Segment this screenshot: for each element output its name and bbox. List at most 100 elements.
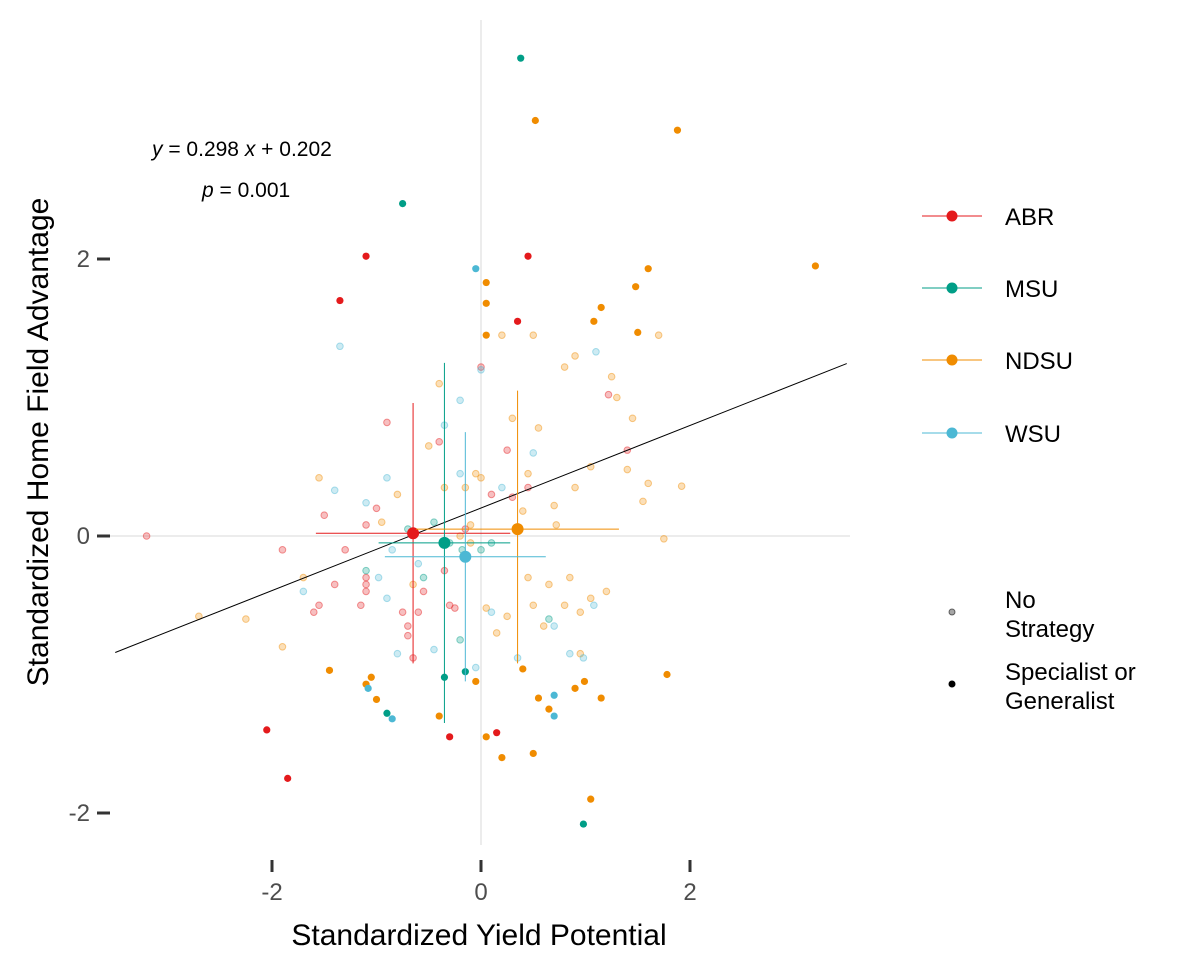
data-point-wsu-no-strategy <box>590 601 598 610</box>
eq-part1: = 0.298 <box>163 138 245 161</box>
data-point-msu-no-strategy <box>477 546 485 554</box>
strong-points <box>263 54 820 828</box>
data-point-ndsu-strategy <box>545 705 553 713</box>
legend-alpha-label-line1: Specialist or <box>1005 659 1136 686</box>
data-point-ndsu-no-strategy <box>639 497 647 506</box>
data-point-wsu-strategy <box>364 684 372 692</box>
reference-lines <box>110 20 850 845</box>
data-point-ndsu-no-strategy <box>644 479 653 488</box>
data-point-ndsu-strategy <box>435 712 443 720</box>
summary-point-abr <box>407 527 420 540</box>
summary-point-wsu <box>459 550 472 563</box>
axes: -2 0 2 -2 0 2 <box>69 246 697 906</box>
data-point-abr-no-strategy <box>330 580 339 589</box>
data-point-abr-no-strategy <box>278 546 287 554</box>
data-point-msu-strategy <box>579 820 588 828</box>
data-point-wsu-no-strategy <box>383 594 391 603</box>
data-point-ndsu-no-strategy <box>560 363 569 371</box>
legend-alpha-label-line2: Generalist <box>1005 688 1115 715</box>
data-point-ndsu-strategy <box>811 262 820 270</box>
data-point-abr-no-strategy <box>142 532 151 540</box>
legend-marker-wsu <box>946 427 958 439</box>
data-point-abr-no-strategy <box>487 490 496 499</box>
summary-point-ndsu <box>511 523 524 536</box>
data-point-abr-no-strategy <box>341 546 349 554</box>
data-point-wsu-no-strategy <box>456 396 464 405</box>
data-point-ndsu-no-strategy <box>466 521 475 529</box>
regression-line <box>115 363 847 653</box>
data-point-abr-no-strategy <box>419 587 428 596</box>
data-point-wsu-no-strategy <box>330 486 339 495</box>
data-point-ndsu-strategy <box>634 328 642 337</box>
legend-alpha-marker <box>948 608 956 616</box>
data-point-abr-no-strategy <box>414 608 423 616</box>
data-point-ndsu-no-strategy <box>576 608 585 616</box>
x-tick-label: -2 <box>261 879 282 906</box>
y-tick-label: -2 <box>69 800 90 827</box>
data-point-ndsu-no-strategy <box>552 521 561 529</box>
data-point-ndsu-strategy <box>367 673 375 681</box>
data-point-wsu-strategy <box>388 715 396 723</box>
data-point-msu-strategy <box>399 200 407 208</box>
data-point-wsu-no-strategy <box>430 645 438 654</box>
data-point-ndsu-strategy <box>580 677 589 686</box>
data-point-abr-no-strategy <box>315 601 323 610</box>
data-point-ndsu-no-strategy <box>524 469 532 478</box>
data-point-wsu-no-strategy <box>299 587 308 596</box>
summary-points <box>315 362 619 723</box>
data-point-ndsu-no-strategy <box>424 442 433 450</box>
data-point-ndsu-no-strategy <box>498 331 506 339</box>
data-point-abr-no-strategy <box>445 601 454 610</box>
data-point-ndsu-strategy <box>587 795 595 803</box>
legend-label-abr: ABR <box>1005 204 1054 231</box>
data-point-wsu-no-strategy <box>529 449 538 457</box>
data-point-ndsu-strategy <box>519 665 527 673</box>
data-point-msu-strategy <box>517 54 525 62</box>
data-point-wsu-no-strategy <box>383 474 391 482</box>
data-point-wsu-no-strategy <box>477 366 485 374</box>
data-point-ndsu-strategy <box>482 331 490 339</box>
legend-label-wsu: WSU <box>1005 421 1061 448</box>
regression-equation: y = 0.298 x + 0.202 <box>150 138 332 161</box>
eq-part2: + 0.202 <box>255 138 331 161</box>
data-point-ndsu-strategy <box>472 677 480 686</box>
y-tick-label: 0 <box>77 523 90 550</box>
legend-alpha-label-line1: No <box>1005 587 1036 614</box>
data-point-ndsu-no-strategy <box>393 490 402 499</box>
x-axis-title: Standardized Yield Potential <box>291 919 666 952</box>
data-point-abr-no-strategy <box>604 390 613 399</box>
data-point-abr-no-strategy <box>362 573 370 582</box>
data-point-ndsu-no-strategy <box>278 643 287 651</box>
data-point-abr-no-strategy <box>451 604 459 612</box>
data-point-wsu-no-strategy <box>374 573 383 582</box>
data-point-ndsu-no-strategy <box>607 372 616 381</box>
faint-points <box>142 331 686 672</box>
data-point-ndsu-no-strategy <box>566 573 574 582</box>
data-point-ndsu-no-strategy <box>529 601 538 610</box>
legend-label-ndsu: NDSU <box>1005 348 1073 375</box>
data-point-ndsu-no-strategy <box>623 465 632 474</box>
legend-marker-abr <box>946 210 958 222</box>
data-point-ndsu-strategy <box>372 695 381 704</box>
data-point-abr-strategy <box>493 729 501 737</box>
data-point-abr-strategy <box>513 317 522 325</box>
data-point-ndsu-no-strategy <box>242 615 250 623</box>
data-point-msu-no-strategy <box>419 573 428 582</box>
data-point-abr-no-strategy <box>383 418 391 427</box>
data-point-msu-no-strategy <box>362 566 370 575</box>
data-point-ndsu-no-strategy <box>545 580 553 589</box>
data-point-ndsu-no-strategy <box>471 469 480 478</box>
data-point-wsu-no-strategy <box>566 649 574 658</box>
data-point-ndsu-strategy <box>498 754 506 762</box>
data-point-ndsu-strategy <box>663 670 671 679</box>
y-axis-title: Standardized Home Field Advantage <box>22 198 55 687</box>
legend-marker-msu <box>946 282 958 294</box>
data-point-abr-no-strategy <box>435 438 444 446</box>
data-point-ndsu-no-strategy <box>571 483 579 492</box>
legend-alpha-marker <box>948 680 956 688</box>
data-point-ndsu-no-strategy <box>519 507 527 515</box>
data-point-msu-no-strategy <box>545 615 553 623</box>
data-point-ndsu-strategy <box>482 278 490 287</box>
data-point-wsu-no-strategy <box>456 469 464 478</box>
data-point-wsu-no-strategy <box>487 608 496 616</box>
